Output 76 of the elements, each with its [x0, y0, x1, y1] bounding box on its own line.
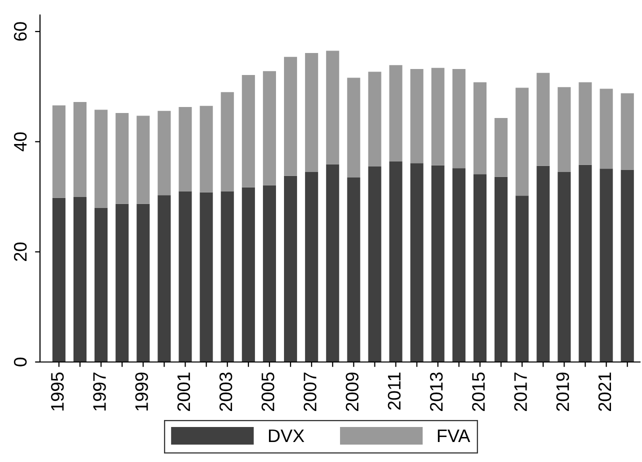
bar [473, 174, 487, 362]
x-tick-label: 1995 [51, 372, 64, 411]
bar [431, 68, 444, 166]
bar [262, 185, 276, 362]
x-tick-label: 2005 [262, 372, 274, 411]
bar [494, 118, 508, 177]
bar [305, 53, 318, 172]
bar [410, 163, 424, 362]
bar [178, 106, 192, 192]
bar [347, 177, 360, 362]
bar [452, 168, 466, 362]
bar [473, 82, 487, 174]
bar [94, 208, 108, 362]
bar [347, 78, 360, 178]
bar [368, 166, 382, 362]
bar [116, 113, 129, 204]
x-tick-label: 2011 [388, 372, 401, 410]
bar [284, 176, 298, 362]
bar [284, 56, 298, 176]
bar [73, 102, 87, 197]
bar [558, 172, 571, 362]
x-tick-label: 2001 [177, 372, 190, 411]
bar [600, 168, 613, 362]
y-tick-label: 40 [14, 132, 27, 152]
x-tick-label: 1997 [93, 372, 106, 411]
bar [242, 187, 255, 362]
legend-label: DVX [268, 430, 304, 442]
bar [178, 191, 192, 362]
bar [94, 110, 108, 208]
y-tick-label: 0 [14, 358, 27, 366]
bar [389, 65, 402, 162]
bar [516, 196, 529, 362]
legend-label: FVA [438, 430, 470, 442]
bar [73, 196, 87, 362]
bar [578, 164, 592, 362]
bar [158, 110, 171, 196]
bar [52, 105, 66, 198]
x-tick-label: 1999 [135, 372, 148, 411]
bar [410, 68, 424, 164]
bar [136, 116, 150, 204]
bar [220, 92, 234, 192]
bar [52, 198, 66, 362]
bar [558, 87, 571, 172]
bar [262, 71, 276, 186]
bar [536, 166, 550, 362]
bar [431, 165, 444, 362]
y-tick-label: 60 [14, 22, 27, 41]
bar [200, 192, 213, 362]
bar [578, 82, 592, 165]
bar [158, 195, 171, 362]
x-tick-label: 2019 [556, 372, 570, 411]
bar [389, 162, 402, 362]
bar [620, 93, 634, 170]
bar [494, 176, 508, 362]
x-tick-label: 2015 [472, 372, 485, 411]
y-tick-label: 20 [14, 242, 27, 261]
x-tick-label: 2009 [346, 372, 359, 411]
bar [326, 50, 340, 164]
bar [220, 191, 234, 362]
x-tick-label: 2007 [304, 372, 316, 411]
bar [242, 75, 255, 188]
bar [200, 106, 213, 192]
bar [368, 72, 382, 166]
bar [536, 72, 550, 166]
bar [452, 68, 466, 168]
bar [116, 204, 129, 362]
bar [516, 88, 529, 196]
bar [620, 170, 634, 362]
bar [600, 88, 613, 169]
x-tick-label: 2013 [430, 372, 443, 411]
bar [305, 172, 318, 362]
x-tick-label: 2017 [514, 372, 527, 411]
x-tick-label: 2003 [219, 372, 232, 411]
x-tick-label: 2021 [598, 372, 612, 411]
bar [136, 204, 150, 362]
bar [326, 164, 340, 362]
